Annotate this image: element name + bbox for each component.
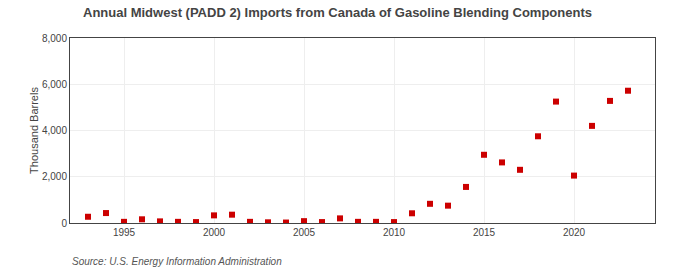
svg-text:Annual Midwest (PADD 2) Import: Annual Midwest (PADD 2) Imports from Can…: [83, 5, 592, 20]
svg-text:2010: 2010: [383, 227, 406, 238]
svg-text:Thousand Barrels: Thousand Barrels: [28, 87, 40, 174]
svg-text:4,000: 4,000: [42, 125, 67, 136]
svg-text:Source: U.S. Energy Informatio: Source: U.S. Energy Information Administ…: [72, 256, 282, 267]
svg-text:0: 0: [61, 218, 67, 229]
svg-text:2,000: 2,000: [42, 171, 67, 182]
svg-text:2020: 2020: [563, 227, 586, 238]
svg-text:2015: 2015: [473, 227, 496, 238]
svg-text:1995: 1995: [113, 227, 136, 238]
svg-text:6,000: 6,000: [42, 79, 67, 90]
svg-text:2005: 2005: [293, 227, 316, 238]
svg-text:8,000: 8,000: [42, 33, 67, 44]
svg-text:2000: 2000: [203, 227, 226, 238]
